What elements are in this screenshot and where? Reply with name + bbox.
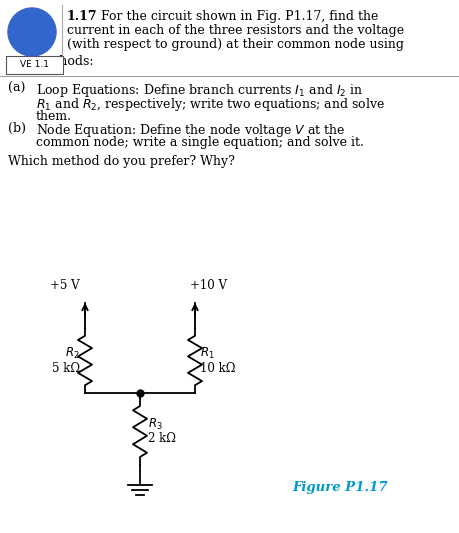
Text: common node; write a single equation; and solve it.: common node; write a single equation; an… — [36, 136, 364, 149]
Text: $R_1$: $R_1$ — [200, 346, 215, 361]
Text: Figure P1.17: Figure P1.17 — [292, 481, 388, 495]
Text: (with respect to ground) at their common node using: (with respect to ground) at their common… — [67, 38, 404, 51]
FancyBboxPatch shape — [6, 55, 62, 74]
Text: (a): (a) — [8, 82, 25, 95]
Text: VE 1.1: VE 1.1 — [19, 60, 49, 69]
Text: 5 kΩ: 5 kΩ — [52, 362, 80, 375]
Text: $R_3$: $R_3$ — [148, 417, 162, 432]
Text: 1.17: 1.17 — [67, 10, 98, 23]
Text: Which method do you prefer? Why?: Which method do you prefer? Why? — [8, 155, 235, 168]
Text: $R_2$: $R_2$ — [65, 346, 80, 361]
Text: them.: them. — [36, 110, 72, 123]
Text: current in each of the three resistors and the voltage: current in each of the three resistors a… — [67, 24, 404, 37]
Text: $R_1$ and $R_2$, respectively; write two equations; and solve: $R_1$ and $R_2$, respectively; write two… — [36, 96, 385, 113]
Text: +10 V: +10 V — [190, 279, 227, 292]
Text: Loop Equations: Define branch currents $I_1$ and $I_2$ in: Loop Equations: Define branch currents $… — [36, 82, 363, 99]
Circle shape — [8, 8, 56, 56]
Text: For the circuit shown in Fig. P1.17, find the: For the circuit shown in Fig. P1.17, fin… — [97, 10, 378, 23]
Text: +5 V: +5 V — [50, 279, 80, 292]
Text: 2 kΩ: 2 kΩ — [148, 432, 176, 445]
Text: two methods:: two methods: — [8, 55, 94, 68]
Text: (b): (b) — [8, 122, 26, 135]
Text: 10 kΩ: 10 kΩ — [200, 362, 235, 375]
Text: Node Equation: Define the node voltage $V$ at the: Node Equation: Define the node voltage $… — [36, 122, 345, 139]
